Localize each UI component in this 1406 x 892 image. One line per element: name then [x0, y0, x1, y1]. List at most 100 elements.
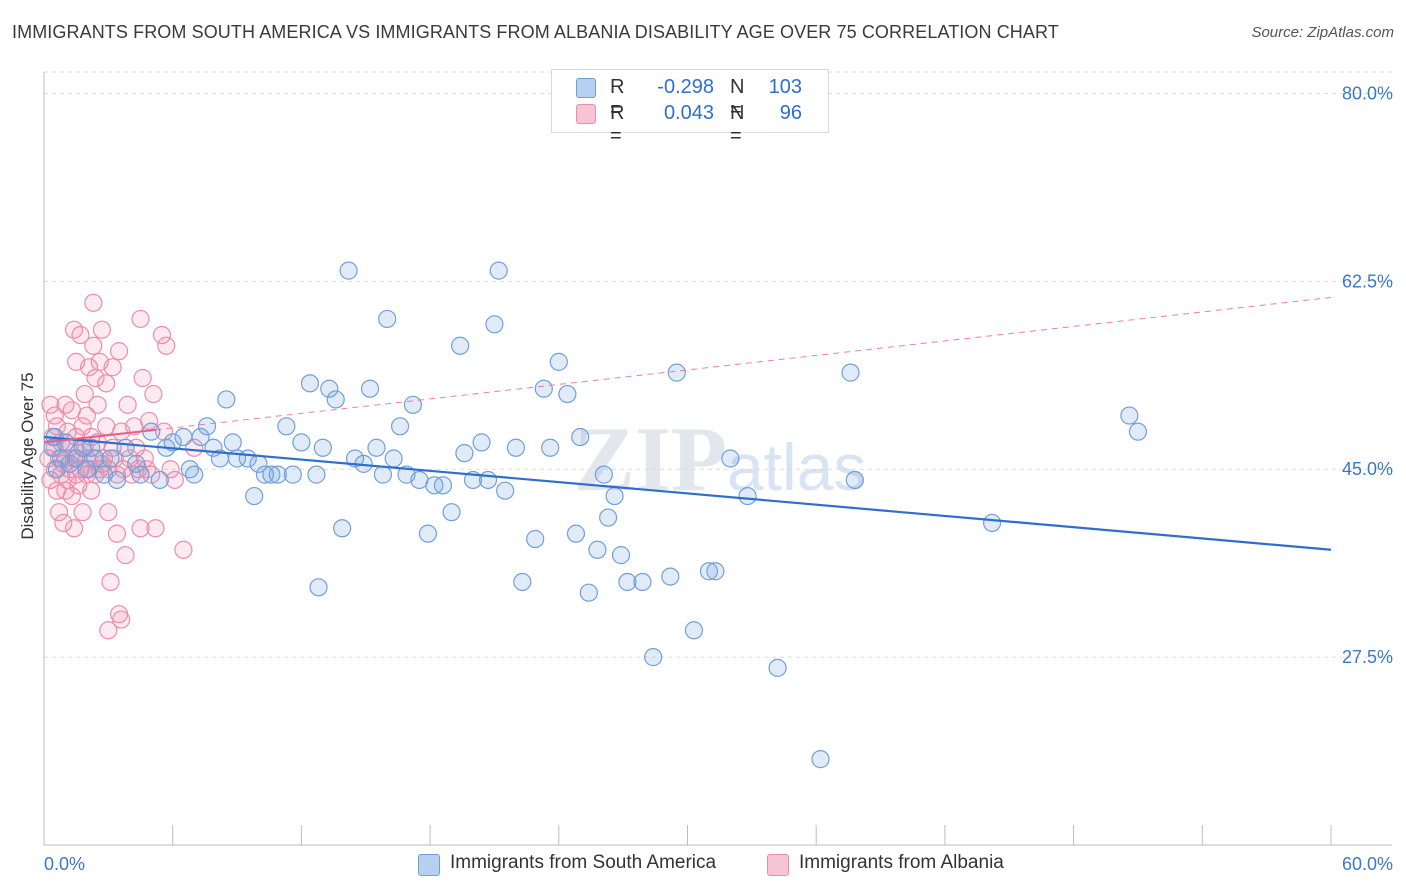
- trend-line-albania-solid: [43, 428, 156, 444]
- point-south-america: [163, 433, 182, 452]
- point-albania: [92, 320, 112, 339]
- legend-swatch-albania: [576, 104, 596, 124]
- point-south-america: [277, 417, 296, 436]
- point-south-america: [116, 438, 135, 457]
- point-south-america: [384, 449, 403, 468]
- point-south-america: [706, 562, 725, 581]
- point-south-america: [496, 481, 515, 500]
- point-south-america: [191, 427, 210, 447]
- correlation-legend: R = -0.298 N = 103 R = 0.043 N = 96: [551, 69, 829, 147]
- point-south-america: [255, 465, 275, 484]
- point-south-america: [489, 261, 508, 280]
- watermark-zip: ZIP: [574, 408, 727, 510]
- point-south-america: [721, 449, 740, 468]
- point-south-america: [82, 438, 101, 457]
- point-south-america: [442, 503, 461, 522]
- point-south-america: [283, 465, 302, 484]
- point-south-america: [571, 427, 590, 447]
- point-albania: [101, 572, 120, 592]
- point-albania: [82, 481, 101, 500]
- point-south-america: [455, 444, 474, 463]
- trend-line-south-america: [43, 435, 1332, 551]
- point-albania: [97, 374, 116, 393]
- point-south-america: [699, 562, 719, 581]
- point-albania: [64, 320, 84, 339]
- point-albania: [144, 384, 163, 404]
- watermark: ZIPatlas: [574, 408, 867, 510]
- point-albania: [45, 406, 64, 425]
- point-south-america: [541, 438, 560, 457]
- point-south-america: [333, 519, 352, 538]
- point-albania: [161, 460, 180, 479]
- point-albania: [152, 325, 172, 345]
- point-south-america: [1120, 406, 1139, 425]
- axes: [43, 72, 1392, 846]
- tick-labels: 27.5% 45.0% 62.5% 80.0% 0.0% 60.0%: [44, 83, 1393, 874]
- point-south-america: [245, 486, 264, 506]
- point-albania: [49, 503, 69, 522]
- y-tick-label: 80.0%: [1342, 83, 1393, 103]
- point-albania: [77, 406, 97, 425]
- point-albania: [88, 395, 107, 414]
- point-south-america: [418, 524, 438, 543]
- point-albania: [165, 470, 184, 490]
- point-south-america: [307, 465, 326, 484]
- point-south-america: [197, 417, 217, 436]
- point-south-america: [513, 572, 532, 592]
- legend-swatch-south-america: [576, 78, 596, 98]
- watermark-atlas: atlas: [727, 430, 866, 504]
- point-albania: [109, 342, 129, 361]
- point-albania: [185, 438, 204, 457]
- point-albania: [54, 513, 73, 533]
- point-south-america: [373, 465, 393, 484]
- point-south-america: [472, 433, 491, 452]
- point-south-america: [390, 417, 410, 436]
- point-south-america: [268, 465, 287, 484]
- chart-title: IMMIGRANTS FROM SOUTH AMERICA VS IMMIGRA…: [12, 22, 1059, 42]
- point-albania: [107, 524, 127, 543]
- point-albania: [99, 503, 118, 522]
- point-albania: [142, 465, 161, 484]
- bottom-legend-label-albania: Immigrants from Albania: [799, 852, 1004, 873]
- point-south-america: [378, 309, 397, 329]
- x-tick-label-max: 60.0%: [1342, 854, 1393, 874]
- point-south-america: [594, 465, 613, 484]
- bottom-legend-swatch-albania: [767, 854, 789, 876]
- point-south-america: [485, 315, 504, 334]
- point-south-america: [599, 508, 618, 527]
- point-albania: [131, 519, 150, 538]
- point-south-america: [811, 750, 830, 769]
- point-south-america: [506, 438, 526, 457]
- point-albania: [79, 358, 99, 377]
- point-south-america: [86, 449, 105, 468]
- point-albania: [116, 546, 135, 565]
- point-south-america: [451, 336, 470, 355]
- point-south-america: [738, 486, 757, 506]
- bottom-legend-label-south-america: Immigrants from South America: [450, 852, 717, 873]
- y-tick-label: 45.0%: [1342, 459, 1393, 479]
- point-south-america: [478, 470, 498, 490]
- point-albania: [75, 384, 94, 404]
- series-south-america: [43, 261, 1148, 769]
- trend-line-albania-dashed: [155, 296, 1332, 431]
- trend-lines: [43, 296, 1332, 551]
- point-south-america: [185, 465, 204, 484]
- point-south-america: [605, 486, 624, 506]
- point-south-america: [174, 427, 193, 447]
- point-south-america: [345, 449, 365, 468]
- point-south-america: [841, 363, 860, 382]
- legend-n-label: N =: [730, 76, 745, 121]
- point-south-america: [127, 454, 146, 473]
- point-albania: [41, 395, 60, 414]
- point-south-america: [309, 578, 328, 597]
- point-south-america: [403, 395, 423, 414]
- bottom-legend-swatch-south-america: [418, 854, 440, 876]
- point-south-america: [558, 384, 577, 404]
- legend-r-value: -0.298: [657, 76, 714, 98]
- point-south-america: [633, 572, 652, 592]
- point-albania: [84, 293, 103, 312]
- point-south-america: [982, 513, 1002, 533]
- point-south-america: [566, 524, 586, 543]
- point-south-america: [360, 379, 380, 398]
